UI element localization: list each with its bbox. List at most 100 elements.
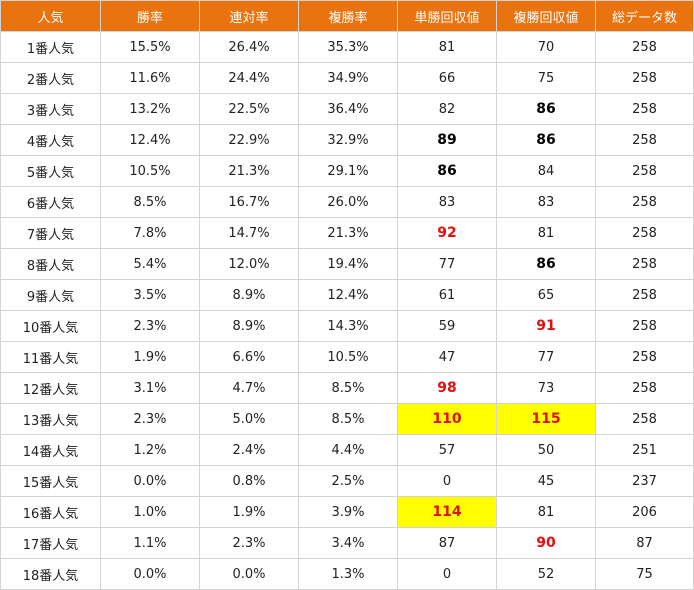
win-rate-cell: 0.0%	[100, 465, 200, 497]
table-row: 6番人気 8.5% 16.7% 26.0% 83 83 258	[0, 186, 694, 218]
popularity-cell: 11番人気	[0, 341, 101, 373]
place-rate-cell: 35.3%	[298, 31, 398, 63]
popularity-cell: 15番人気	[0, 465, 101, 497]
win-rate-cell: 1.0%	[100, 496, 200, 528]
win-rate-cell: 13.2%	[100, 93, 200, 125]
win-rate-cell: 5.4%	[100, 248, 200, 280]
win-rate-cell: 3.1%	[100, 372, 200, 404]
place-rate-cell: 12.4%	[298, 279, 398, 311]
popularity-cell: 4番人気	[0, 124, 101, 156]
place-return-cell: 65	[496, 279, 596, 311]
popularity-cell: 13番人気	[0, 403, 101, 435]
quinella-rate-cell: 26.4%	[199, 31, 299, 63]
quinella-rate-cell: 0.0%	[199, 558, 299, 590]
win-return-cell: 66	[397, 62, 497, 94]
place-return-cell: 115	[496, 403, 596, 435]
place-return-cell: 90	[496, 527, 596, 559]
total-count-cell: 258	[595, 372, 694, 404]
win-return-cell: 57	[397, 434, 497, 466]
header-place-return: 複勝回収値	[496, 0, 596, 32]
total-count-cell: 258	[595, 403, 694, 435]
quinella-rate-cell: 5.0%	[199, 403, 299, 435]
place-return-cell: 81	[496, 217, 596, 249]
win-return-cell: 82	[397, 93, 497, 125]
popularity-cell: 3番人気	[0, 93, 101, 125]
win-return-cell: 59	[397, 310, 497, 342]
quinella-rate-cell: 22.5%	[199, 93, 299, 125]
popularity-cell: 16番人気	[0, 496, 101, 528]
place-return-cell: 52	[496, 558, 596, 590]
win-return-cell: 89	[397, 124, 497, 156]
place-return-cell: 45	[496, 465, 596, 497]
total-count-cell: 75	[595, 558, 694, 590]
place-return-cell: 86	[496, 93, 596, 125]
place-rate-cell: 3.9%	[298, 496, 398, 528]
place-rate-cell: 21.3%	[298, 217, 398, 249]
table-row: 7番人気 7.8% 14.7% 21.3% 92 81 258	[0, 217, 694, 249]
place-return-cell: 86	[496, 248, 596, 280]
header-popularity: 人気	[0, 0, 101, 32]
table-row: 5番人気 10.5% 21.3% 29.1% 86 84 258	[0, 155, 694, 187]
quinella-rate-cell: 6.6%	[199, 341, 299, 373]
win-return-cell: 110	[397, 403, 497, 435]
win-return-cell: 47	[397, 341, 497, 373]
place-return-cell: 86	[496, 124, 596, 156]
total-count-cell: 251	[595, 434, 694, 466]
place-return-cell: 91	[496, 310, 596, 342]
total-count-cell: 258	[595, 124, 694, 156]
place-return-cell: 84	[496, 155, 596, 187]
place-rate-cell: 3.4%	[298, 527, 398, 559]
popularity-cell: 14番人気	[0, 434, 101, 466]
place-rate-cell: 29.1%	[298, 155, 398, 187]
header-quinella-rate: 連対率	[199, 0, 299, 32]
popularity-cell: 6番人気	[0, 186, 101, 218]
quinella-rate-cell: 2.3%	[199, 527, 299, 559]
win-return-cell: 86	[397, 155, 497, 187]
popularity-cell: 8番人気	[0, 248, 101, 280]
header-total-count: 総データ数	[595, 0, 694, 32]
win-rate-cell: 11.6%	[100, 62, 200, 94]
win-return-cell: 0	[397, 558, 497, 590]
place-rate-cell: 36.4%	[298, 93, 398, 125]
win-return-cell: 98	[397, 372, 497, 404]
table-row: 8番人気 5.4% 12.0% 19.4% 77 86 258	[0, 248, 694, 280]
win-return-cell: 114	[397, 496, 497, 528]
place-rate-cell: 2.5%	[298, 465, 398, 497]
table-row: 10番人気 2.3% 8.9% 14.3% 59 91 258	[0, 310, 694, 342]
win-return-cell: 83	[397, 186, 497, 218]
table-row: 1番人気 15.5% 26.4% 35.3% 81 70 258	[0, 31, 694, 63]
place-return-cell: 83	[496, 186, 596, 218]
table-row: 18番人気 0.0% 0.0% 1.3% 0 52 75	[0, 558, 694, 590]
quinella-rate-cell: 24.4%	[199, 62, 299, 94]
place-rate-cell: 32.9%	[298, 124, 398, 156]
place-return-cell: 81	[496, 496, 596, 528]
popularity-cell: 18番人気	[0, 558, 101, 590]
header-win-rate: 勝率	[100, 0, 200, 32]
table-header: 人気 勝率 連対率 複勝率 単勝回収値 複勝回収値 総データ数	[0, 0, 694, 32]
total-count-cell: 258	[595, 248, 694, 280]
win-return-cell: 92	[397, 217, 497, 249]
popularity-cell: 2番人気	[0, 62, 101, 94]
place-return-cell: 70	[496, 31, 596, 63]
place-rate-cell: 19.4%	[298, 248, 398, 280]
table-row: 12番人気 3.1% 4.7% 8.5% 98 73 258	[0, 372, 694, 404]
popularity-cell: 10番人気	[0, 310, 101, 342]
win-return-cell: 81	[397, 31, 497, 63]
place-rate-cell: 1.3%	[298, 558, 398, 590]
table-row: 13番人気 2.3% 5.0% 8.5% 110 115 258	[0, 403, 694, 435]
quinella-rate-cell: 8.9%	[199, 310, 299, 342]
total-count-cell: 258	[595, 31, 694, 63]
quinella-rate-cell: 1.9%	[199, 496, 299, 528]
win-rate-cell: 3.5%	[100, 279, 200, 311]
table-row: 15番人気 0.0% 0.8% 2.5% 0 45 237	[0, 465, 694, 497]
total-count-cell: 237	[595, 465, 694, 497]
table-row: 3番人気 13.2% 22.5% 36.4% 82 86 258	[0, 93, 694, 125]
header-row: 人気 勝率 連対率 複勝率 単勝回収値 複勝回収値 総データ数	[0, 0, 694, 32]
table-row: 4番人気 12.4% 22.9% 32.9% 89 86 258	[0, 124, 694, 156]
place-rate-cell: 26.0%	[298, 186, 398, 218]
quinella-rate-cell: 0.8%	[199, 465, 299, 497]
quinella-rate-cell: 12.0%	[199, 248, 299, 280]
win-return-cell: 77	[397, 248, 497, 280]
place-return-cell: 50	[496, 434, 596, 466]
